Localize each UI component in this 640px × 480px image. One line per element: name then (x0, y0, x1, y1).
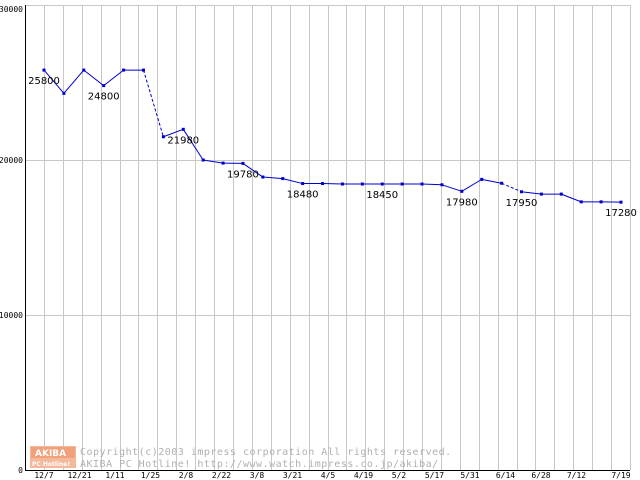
axes (25, 5, 630, 471)
series-segment (282, 178, 303, 185)
y-tick-label: 10000 (0, 311, 23, 320)
data-point (619, 200, 623, 204)
data-point (579, 200, 583, 204)
copyright-line-1: Copyright(c)2003 impress corporation All… (80, 447, 452, 458)
series-price (42, 68, 623, 204)
data-point (321, 182, 325, 186)
logo-box-top (31, 447, 75, 458)
data-label: 18480 (287, 190, 319, 201)
data-point (62, 91, 66, 95)
series-segment (103, 69, 124, 86)
data-label: 24800 (88, 92, 120, 103)
y-tick-label: 0 (18, 466, 23, 475)
data-point (181, 127, 185, 131)
x-tick-label: 5/2 (392, 471, 407, 480)
x-tick-label: 5/17 (425, 471, 444, 480)
data-labels: 25800 24800 21980 19780 18480 18450 17980 17950… (28, 76, 637, 219)
series-segment (481, 178, 502, 184)
data-point (400, 182, 404, 186)
data-point (141, 68, 145, 72)
data-label: 17980 (446, 197, 478, 208)
series-segment (242, 162, 264, 178)
series-segment (521, 191, 542, 195)
data-point (161, 135, 165, 139)
x-tick-labels: 12/7 12/21 1/11 1/25 2/8 2/22 3/8 3/21 4/5 4/19 5/… (34, 471, 630, 480)
data-point (201, 158, 205, 162)
data-point (221, 161, 225, 165)
watermark: AKIBA PC Hotline! Copyright(c)2003 impre… (30, 446, 452, 470)
x-tick-label: 5/31 (460, 471, 479, 480)
data-point (241, 161, 245, 165)
x-tick-label: 12/21 (67, 471, 91, 480)
data-point (82, 68, 86, 72)
x-tick-label: 1/25 (141, 471, 160, 480)
data-point (380, 182, 384, 186)
x-tick-label: 7/12 (567, 471, 586, 480)
series-segment (182, 129, 204, 161)
data-point (102, 84, 106, 88)
series-segment (83, 69, 104, 86)
x-tick-label: 2/22 (212, 471, 231, 480)
x-tick-label: 6/14 (496, 471, 515, 480)
data-point (122, 68, 126, 72)
data-point (420, 182, 424, 186)
data-label: 17280 (605, 208, 637, 219)
x-tick-label: 3/21 (283, 471, 302, 480)
series-segment (163, 128, 184, 138)
y-tick-label: 30000 (0, 5, 23, 14)
x-tick-label: 7/19 (611, 471, 630, 480)
series-segment-dashed (143, 69, 164, 137)
series-segment (262, 176, 283, 180)
data-point (360, 182, 364, 186)
logo-text-bottom: PC Hotline! (32, 461, 70, 468)
y-tick-labels: 0 10000 20000 30000 (0, 5, 23, 475)
series-segment (461, 178, 482, 192)
x-tick-label: 4/5 (321, 471, 336, 480)
data-point (261, 175, 265, 179)
x-tick-label: 12/7 (34, 471, 53, 480)
data-label: 17950 (506, 198, 538, 209)
series-segment (422, 183, 442, 186)
series-segment-dashed (501, 182, 522, 193)
data-point (520, 190, 524, 194)
data-point (340, 182, 344, 186)
series-segment (561, 193, 582, 203)
x-tick-label: 6/28 (531, 471, 550, 480)
copyright-line-2: AKIBA PC Hotline! http://www.watch.impre… (80, 459, 439, 470)
x-tick-label: 2/8 (179, 471, 194, 480)
x-tick-label: 3/8 (250, 471, 265, 480)
grid-lines (25, 5, 631, 470)
y-tick-label: 20000 (0, 156, 23, 165)
data-label: 21980 (167, 135, 199, 146)
data-point (460, 189, 464, 193)
data-point (42, 68, 46, 72)
data-point (480, 177, 484, 181)
series-segment (441, 184, 462, 192)
x-tick-label: 1/11 (105, 471, 124, 480)
data-point (500, 181, 504, 185)
series-segment (203, 159, 224, 164)
data-point (559, 192, 563, 196)
data-point (440, 183, 444, 187)
series-segment (63, 69, 85, 94)
data-point (281, 177, 285, 181)
logo-text-top: AKIBA (35, 449, 66, 459)
x-tick-label: 4/19 (354, 471, 373, 480)
data-point (539, 192, 543, 196)
data-label: 25800 (28, 76, 60, 87)
data-point (599, 200, 603, 204)
data-point (301, 182, 305, 186)
data-label: 19780 (227, 169, 259, 180)
series-segment (43, 69, 65, 94)
data-label: 18450 (366, 190, 398, 201)
